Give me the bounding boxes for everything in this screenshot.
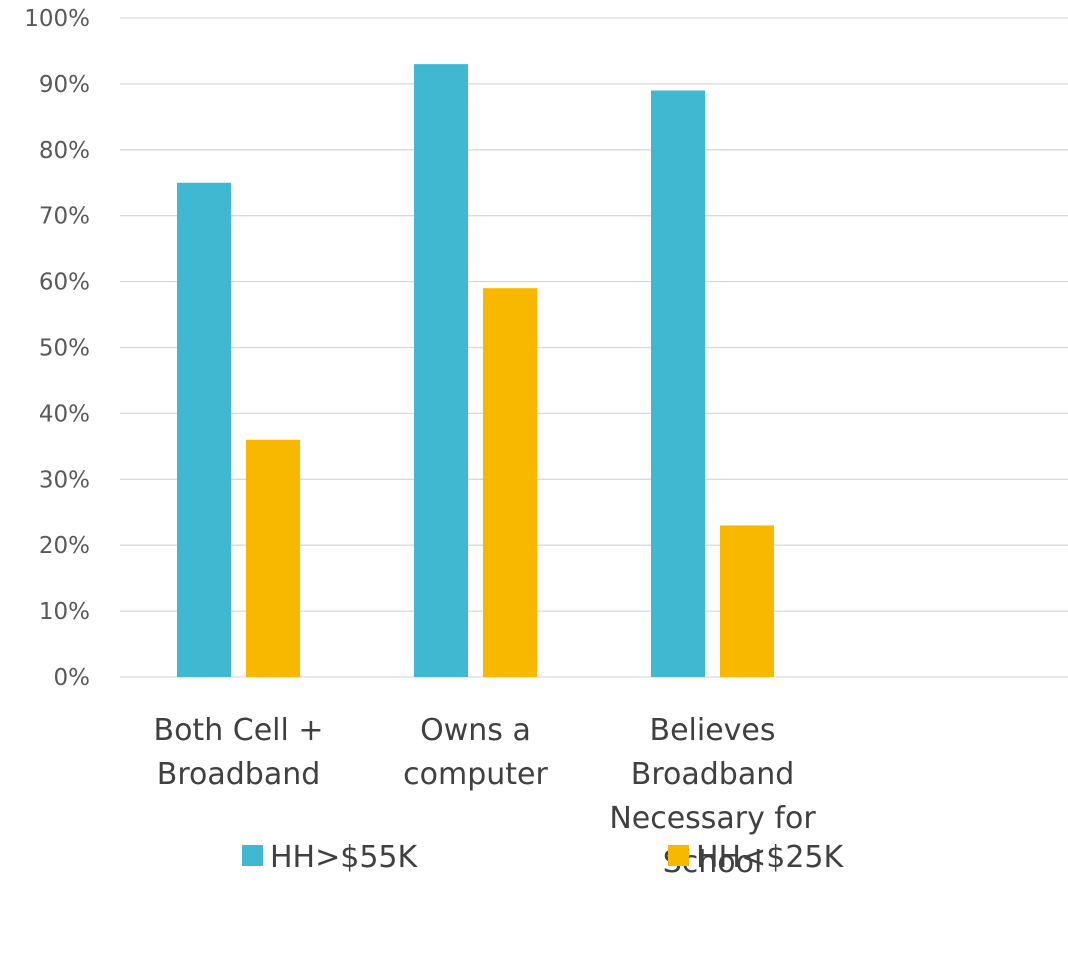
legend-label: HH<$25K [696,840,845,875]
bar [720,525,774,677]
category-labels: Both Cell + Broadband Owns a computer Believ… [154,713,817,880]
y-tick-label: 80% [39,138,90,164]
category-label: Owns a computer [403,713,548,792]
y-tick-label: 20% [39,533,90,559]
legend-swatch [242,845,263,866]
bar [483,288,537,677]
y-tick-label: 90% [39,72,90,98]
legend-label: HH>$55K [270,840,419,875]
y-tick-label: 70% [39,204,90,230]
category-label: Both Cell + Broadband [154,713,324,792]
y-tick-label: 100% [24,6,90,32]
y-tick-label: 40% [39,401,90,427]
bars [177,64,774,678]
category-label: Believes Broadband Necessary for School [609,713,816,880]
y-tick-label: 0% [54,665,91,691]
legend: HH>$55K HH<$25K [242,840,845,875]
y-tick-label: 30% [39,467,90,493]
y-tick-label: 60% [39,270,90,296]
legend-item: HH>$55K [242,840,419,875]
legend-swatch [668,845,689,866]
bar [414,64,468,677]
y-axis-tick-labels: 0% 10% 20% 30% 40% 50% 60% 70% 80% 90% 100% [24,6,90,691]
bar [651,90,705,678]
legend-item: HH<$25K [668,840,845,875]
y-tick-label: 50% [39,336,90,362]
bar [177,182,231,677]
bar [246,439,300,677]
y-tick-label: 10% [39,599,90,625]
